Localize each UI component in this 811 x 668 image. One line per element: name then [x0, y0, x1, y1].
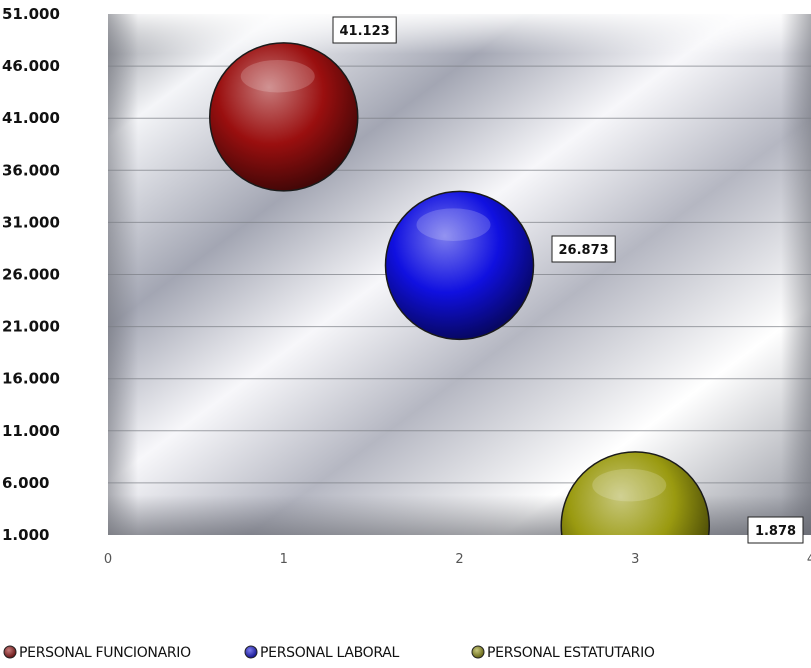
bubble-point	[384, 190, 535, 341]
legend-label: PERSONAL FUNCIONARIO	[19, 645, 191, 661]
y-tick-label: 26.000	[2, 266, 60, 284]
legend-marker	[244, 645, 258, 659]
y-tick-label: 41.000	[2, 109, 60, 127]
bubble-highlight	[416, 208, 491, 241]
data-label-box	[332, 16, 397, 44]
data-labels: 41.123 26.873 1.878	[332, 16, 804, 544]
legend-item: PERSONAL ESTATUTARIO	[471, 645, 655, 661]
legend-marker	[3, 645, 17, 659]
data-label: 1.878	[747, 516, 804, 544]
x-tick-label: 2	[455, 552, 463, 567]
data-label-text: 41.123	[340, 24, 390, 39]
y-tick-label: 16.000	[2, 370, 60, 388]
x-axis: 0 1 2 3 4	[104, 552, 811, 567]
y-tick-label: 11.000	[2, 422, 60, 440]
y-tick-label: 46.000	[2, 57, 60, 75]
legend-item: PERSONAL LABORAL	[244, 645, 400, 661]
y-tick-label: 31.000	[2, 213, 60, 231]
plot-area	[108, 14, 811, 535]
legend-label: PERSONAL ESTATUTARIO	[487, 645, 655, 661]
bubble-point	[209, 42, 359, 192]
data-label: 41.123	[332, 16, 397, 44]
bubble-highlight	[592, 468, 667, 502]
y-tick-label: 6.000	[2, 474, 49, 492]
bubble-point	[560, 451, 710, 535]
data-label-box	[551, 235, 616, 263]
y-tick-label: 1.000	[2, 526, 49, 544]
x-tick-label: 4	[807, 552, 811, 567]
bubbles	[209, 42, 710, 535]
y-axis: 1.000 6.000 11.000 16.000 21.000 26.000 31.000…	[2, 5, 60, 544]
data-label-text: 1.878	[755, 524, 796, 539]
plot-bevel-top	[108, 14, 811, 54]
x-tick-label: 1	[280, 552, 288, 567]
bubble-highlight	[240, 59, 315, 93]
y-tick-label: 51.000	[2, 5, 60, 23]
legend-item: PERSONAL FUNCIONARIO	[3, 645, 191, 661]
x-tick-label: 3	[631, 552, 639, 567]
legend: PERSONAL FUNCIONARIO PERSONAL LABORAL PERS…	[3, 645, 655, 661]
data-label-text: 26.873	[559, 243, 609, 258]
legend-label: PERSONAL LABORAL	[260, 645, 400, 661]
data-label-box	[747, 516, 804, 544]
y-tick-label: 36.000	[2, 161, 60, 179]
y-tick-label: 21.000	[2, 318, 60, 336]
legend-marker	[471, 645, 485, 659]
data-label: 26.873	[551, 235, 616, 263]
x-tick-label: 0	[104, 552, 112, 567]
